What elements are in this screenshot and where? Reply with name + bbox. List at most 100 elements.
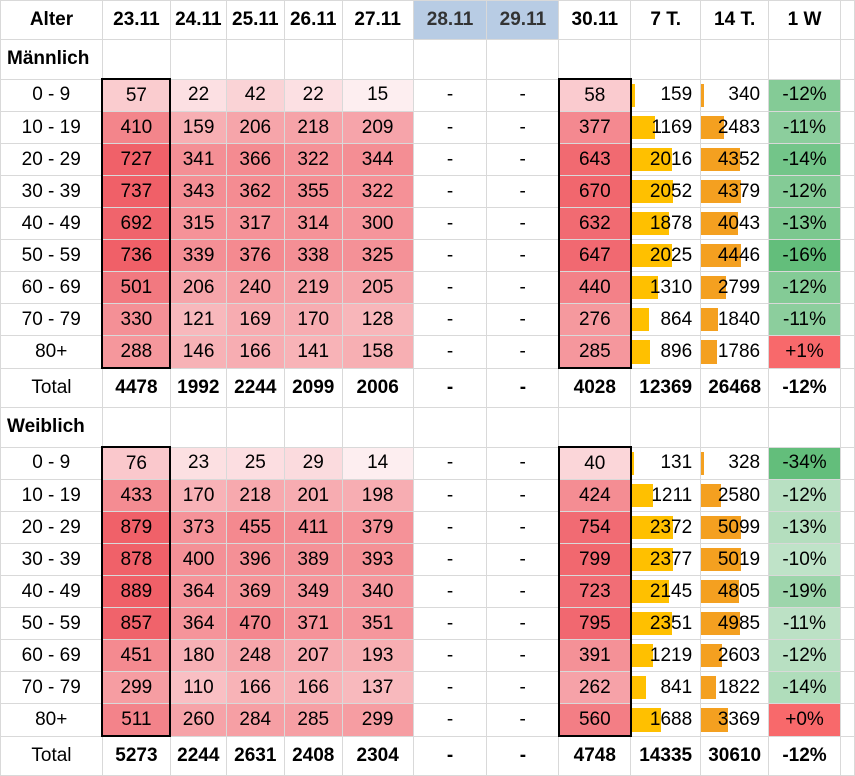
sum-7day-bar	[631, 548, 673, 571]
empty-cell	[341, 407, 414, 448]
sum-14day-cell: 1822	[700, 671, 770, 704]
case-count-cell: 314	[283, 207, 343, 240]
sum-7day-cell: 159	[630, 78, 702, 112]
case-count-cell: -	[486, 607, 560, 640]
header-row: Alter 23.11 24.11 25.11 26.11 27.11 28.1…	[0, 0, 855, 40]
case-count-cell: 218	[225, 479, 285, 512]
empty-cell	[839, 639, 855, 672]
case-count-cell: -	[486, 78, 560, 112]
table-row: 0 - 9 76 23 25 29 14- -40 131 328 -34%	[0, 446, 855, 480]
case-count-cell: -	[486, 303, 560, 336]
case-count-cell: 110	[169, 671, 227, 704]
case-count-cell: 344	[341, 143, 414, 176]
sum-7day-cell: 2145	[630, 575, 702, 608]
empty-cell	[412, 407, 488, 448]
sum-14day-bar	[701, 180, 741, 203]
empty-cell	[839, 671, 855, 704]
case-count-cell: 219	[283, 271, 343, 304]
total-change: -12%	[768, 735, 841, 776]
case-count-cell: 339	[169, 239, 227, 272]
case-count-cell: 23	[169, 446, 227, 480]
total-sum7: 12369	[630, 367, 702, 408]
sum-7day-cell: 841	[630, 671, 702, 704]
total-value: 1992	[169, 367, 227, 408]
table-row: 80+ 288 146 166 141 158- -285 896 1786 +1%	[0, 335, 855, 369]
sum-7day-bar	[631, 148, 673, 171]
case-count-cell: -	[486, 271, 560, 304]
case-count-cell: 166	[283, 671, 343, 704]
sum-7day-bar	[631, 244, 673, 267]
empty-cell	[101, 407, 171, 448]
sum-14day-bar	[701, 451, 704, 475]
empty-cell	[839, 575, 855, 608]
total-sum14: 30610	[700, 735, 770, 776]
age-group-label: 60 - 69	[0, 639, 103, 672]
case-count-cell: -	[486, 575, 560, 608]
sum-7day-cell: 1310	[630, 271, 702, 304]
case-count-cell: 158	[341, 335, 414, 369]
case-count-cell: 396	[225, 543, 285, 576]
case-count-cell: 879	[101, 511, 172, 544]
case-count-cell: 201	[283, 479, 343, 512]
sum-14day-cell: 2603	[700, 639, 770, 672]
table-row: 70 - 79 330 121 169 170 128- -276 864 1840 -11%	[0, 303, 855, 336]
weekly-change-cell: +1%	[768, 335, 841, 369]
sum-14day-bar	[701, 244, 742, 267]
case-count-cell: 857	[101, 607, 172, 640]
sum-7day-value: 2351	[649, 612, 693, 634]
case-count-cell: -	[486, 207, 560, 240]
table-row: 50 - 59 857 364 470 371 351- -795 2351 4985 -11%	[0, 607, 855, 640]
sum-7day-value: 1688	[649, 708, 693, 730]
weekly-change-cell: -14%	[768, 671, 841, 704]
sum-7day-cell: 131	[630, 446, 702, 480]
case-count-cell: 14	[341, 446, 414, 480]
case-count-cell: 218	[283, 111, 343, 144]
case-count-cell: 58	[557, 78, 632, 112]
empty-cell	[839, 446, 855, 480]
table-row: 40 - 49 692 315 317 314 300- -632 1878 4043 -13%	[0, 207, 855, 240]
empty-cell	[839, 78, 855, 112]
empty-cell	[630, 39, 702, 80]
empty-cell	[283, 407, 343, 448]
sum-14day-bar	[701, 612, 741, 635]
sum-7day-bar	[631, 644, 653, 667]
sum-7day-bar	[631, 451, 634, 475]
total-value: 2244	[225, 367, 285, 408]
weekly-change-cell: -10%	[768, 543, 841, 576]
case-count-cell: 632	[557, 207, 632, 240]
case-count-cell: 169	[225, 303, 285, 336]
sum-14day-value: 3369	[717, 708, 761, 730]
case-count-cell: 317	[225, 207, 285, 240]
case-count-cell: 369	[225, 575, 285, 608]
case-count-cell: 424	[557, 479, 632, 512]
total-row: Total 5273 2244 2631 2408 2304- -4748 14335 3061…	[0, 735, 855, 776]
sum-14day-value: 2580	[717, 484, 761, 506]
age-group-label: 30 - 39	[0, 543, 103, 576]
age-group-label: 80+	[0, 335, 103, 369]
sum-7day-value: 2145	[649, 580, 693, 602]
empty-cell	[101, 39, 171, 80]
sum-14day-cell: 4985	[700, 607, 770, 640]
case-count-cell: 737	[101, 175, 172, 208]
case-count-cell: 166	[225, 335, 285, 369]
case-count-cell: 355	[283, 175, 343, 208]
age-group-label: 20 - 29	[0, 143, 103, 176]
table-row: 30 - 39 878 400 396 389 393- -799 2377 5019 -10%	[0, 543, 855, 576]
empty-cell	[839, 175, 855, 208]
case-count-cell: 166	[225, 671, 285, 704]
sum-14day-value: 4379	[717, 180, 761, 202]
sum-7day-bar	[631, 612, 673, 635]
empty-cell	[839, 303, 855, 336]
case-count-cell: 754	[557, 511, 632, 544]
case-count-cell: 288	[101, 335, 172, 369]
case-count-cell: 501	[101, 271, 172, 304]
sum-7day-value: 864	[660, 308, 693, 330]
weekly-change-cell: -11%	[768, 303, 841, 336]
empty-cell	[486, 407, 560, 448]
case-count-cell: 878	[101, 543, 172, 576]
case-count-cell: -	[486, 239, 560, 272]
age-group-label: 0 - 9	[0, 78, 103, 112]
sum-14day-bar	[701, 516, 742, 539]
sum-7day-bar	[631, 708, 661, 732]
case-count-cell: 643	[557, 143, 632, 176]
